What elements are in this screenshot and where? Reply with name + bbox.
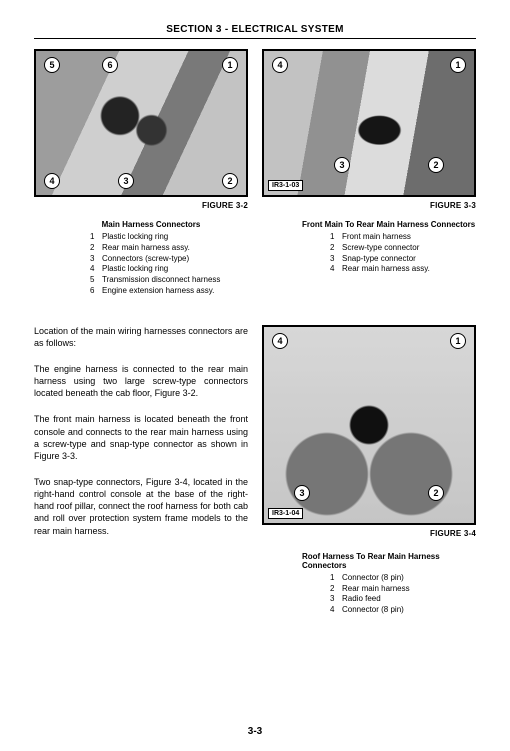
legend-item: 6Engine extension harness assy. xyxy=(90,286,248,297)
callout-1: 1 xyxy=(450,57,466,73)
callout-5: 5 xyxy=(44,57,60,73)
legend-item: 2Rear main harness xyxy=(330,584,476,595)
callout-2: 2 xyxy=(428,485,444,501)
callout-1: 1 xyxy=(222,57,238,73)
callout-3: 3 xyxy=(118,173,134,189)
page-number: 3-3 xyxy=(0,726,510,737)
callout-2: 2 xyxy=(222,173,238,189)
callout-3: 3 xyxy=(334,157,350,173)
legend-item: 1Front main harness xyxy=(330,232,476,243)
figure-3-2-image: 5 6 1 4 3 2 xyxy=(34,49,248,197)
legend-item: 3Radio feed xyxy=(330,594,476,605)
callout-3: 3 xyxy=(294,485,310,501)
legend-item: 3Connectors (screw-type) xyxy=(90,254,248,265)
legend-item: 1Connector (8 pin) xyxy=(330,573,476,584)
callout-6: 6 xyxy=(102,57,118,73)
legend-3-3-list: 1Front main harness2Screw-type connector… xyxy=(262,232,476,275)
figure-row-top: 5 6 1 4 3 2 FIGURE 3-2 Main Harness Conn… xyxy=(34,49,476,297)
paragraph-2: The engine harness is connected to the r… xyxy=(34,363,248,399)
callout-2: 2 xyxy=(428,157,444,173)
figure-3-3-ref: IR3-1-03 xyxy=(268,180,303,191)
legend-item: 4Rear main harness assy. xyxy=(330,264,476,275)
content-row-bottom: Location of the main wiring harnesses co… xyxy=(34,303,476,616)
legend-3-3-title: Front Main To Rear Main Harness Connecto… xyxy=(262,220,476,229)
section-header: SECTION 3 - ELECTRICAL SYSTEM xyxy=(34,24,476,39)
callout-4: 4 xyxy=(272,57,288,73)
figure-3-4-ref: IR3-1-04 xyxy=(268,508,303,519)
paragraph-3: The front main harness is located beneat… xyxy=(34,413,248,462)
callout-4: 4 xyxy=(44,173,60,189)
figure-3-4-image: 4 1 3 2 IR3-1-04 xyxy=(262,325,476,525)
paragraph-4: Two snap-type connectors, Figure 3-4, lo… xyxy=(34,476,248,537)
legend-3-4-list: 1Connector (8 pin)2Rear main harness3Rad… xyxy=(262,573,476,616)
figure-3-3-image: 4 1 3 2 IR3-1-03 xyxy=(262,49,476,197)
legend-item: 3Snap-type connector xyxy=(330,254,476,265)
legend-3-4-title: Roof Harness To Rear Main Harness Connec… xyxy=(262,552,476,570)
paragraph-1: Location of the main wiring harnesses co… xyxy=(34,325,248,349)
figure-3-4-caption: FIGURE 3-4 xyxy=(262,529,476,538)
legend-item: 5Transmission disconnect harness xyxy=(90,275,248,286)
figure-3-2-caption: FIGURE 3-2 xyxy=(34,201,248,210)
legend-item: 2Rear main harness assy. xyxy=(90,243,248,254)
figure-3-3-caption: FIGURE 3-3 xyxy=(262,201,476,210)
callout-4: 4 xyxy=(272,333,288,349)
legend-item: 1Plastic locking ring xyxy=(90,232,248,243)
legend-item: 4Plastic locking ring xyxy=(90,264,248,275)
legend-item: 4Connector (8 pin) xyxy=(330,605,476,616)
legend-3-2-list: 1Plastic locking ring2Rear main harness … xyxy=(34,232,248,297)
legend-item: 2Screw-type connector xyxy=(330,243,476,254)
callout-1: 1 xyxy=(450,333,466,349)
legend-3-2-title: Main Harness Connectors xyxy=(34,220,248,229)
